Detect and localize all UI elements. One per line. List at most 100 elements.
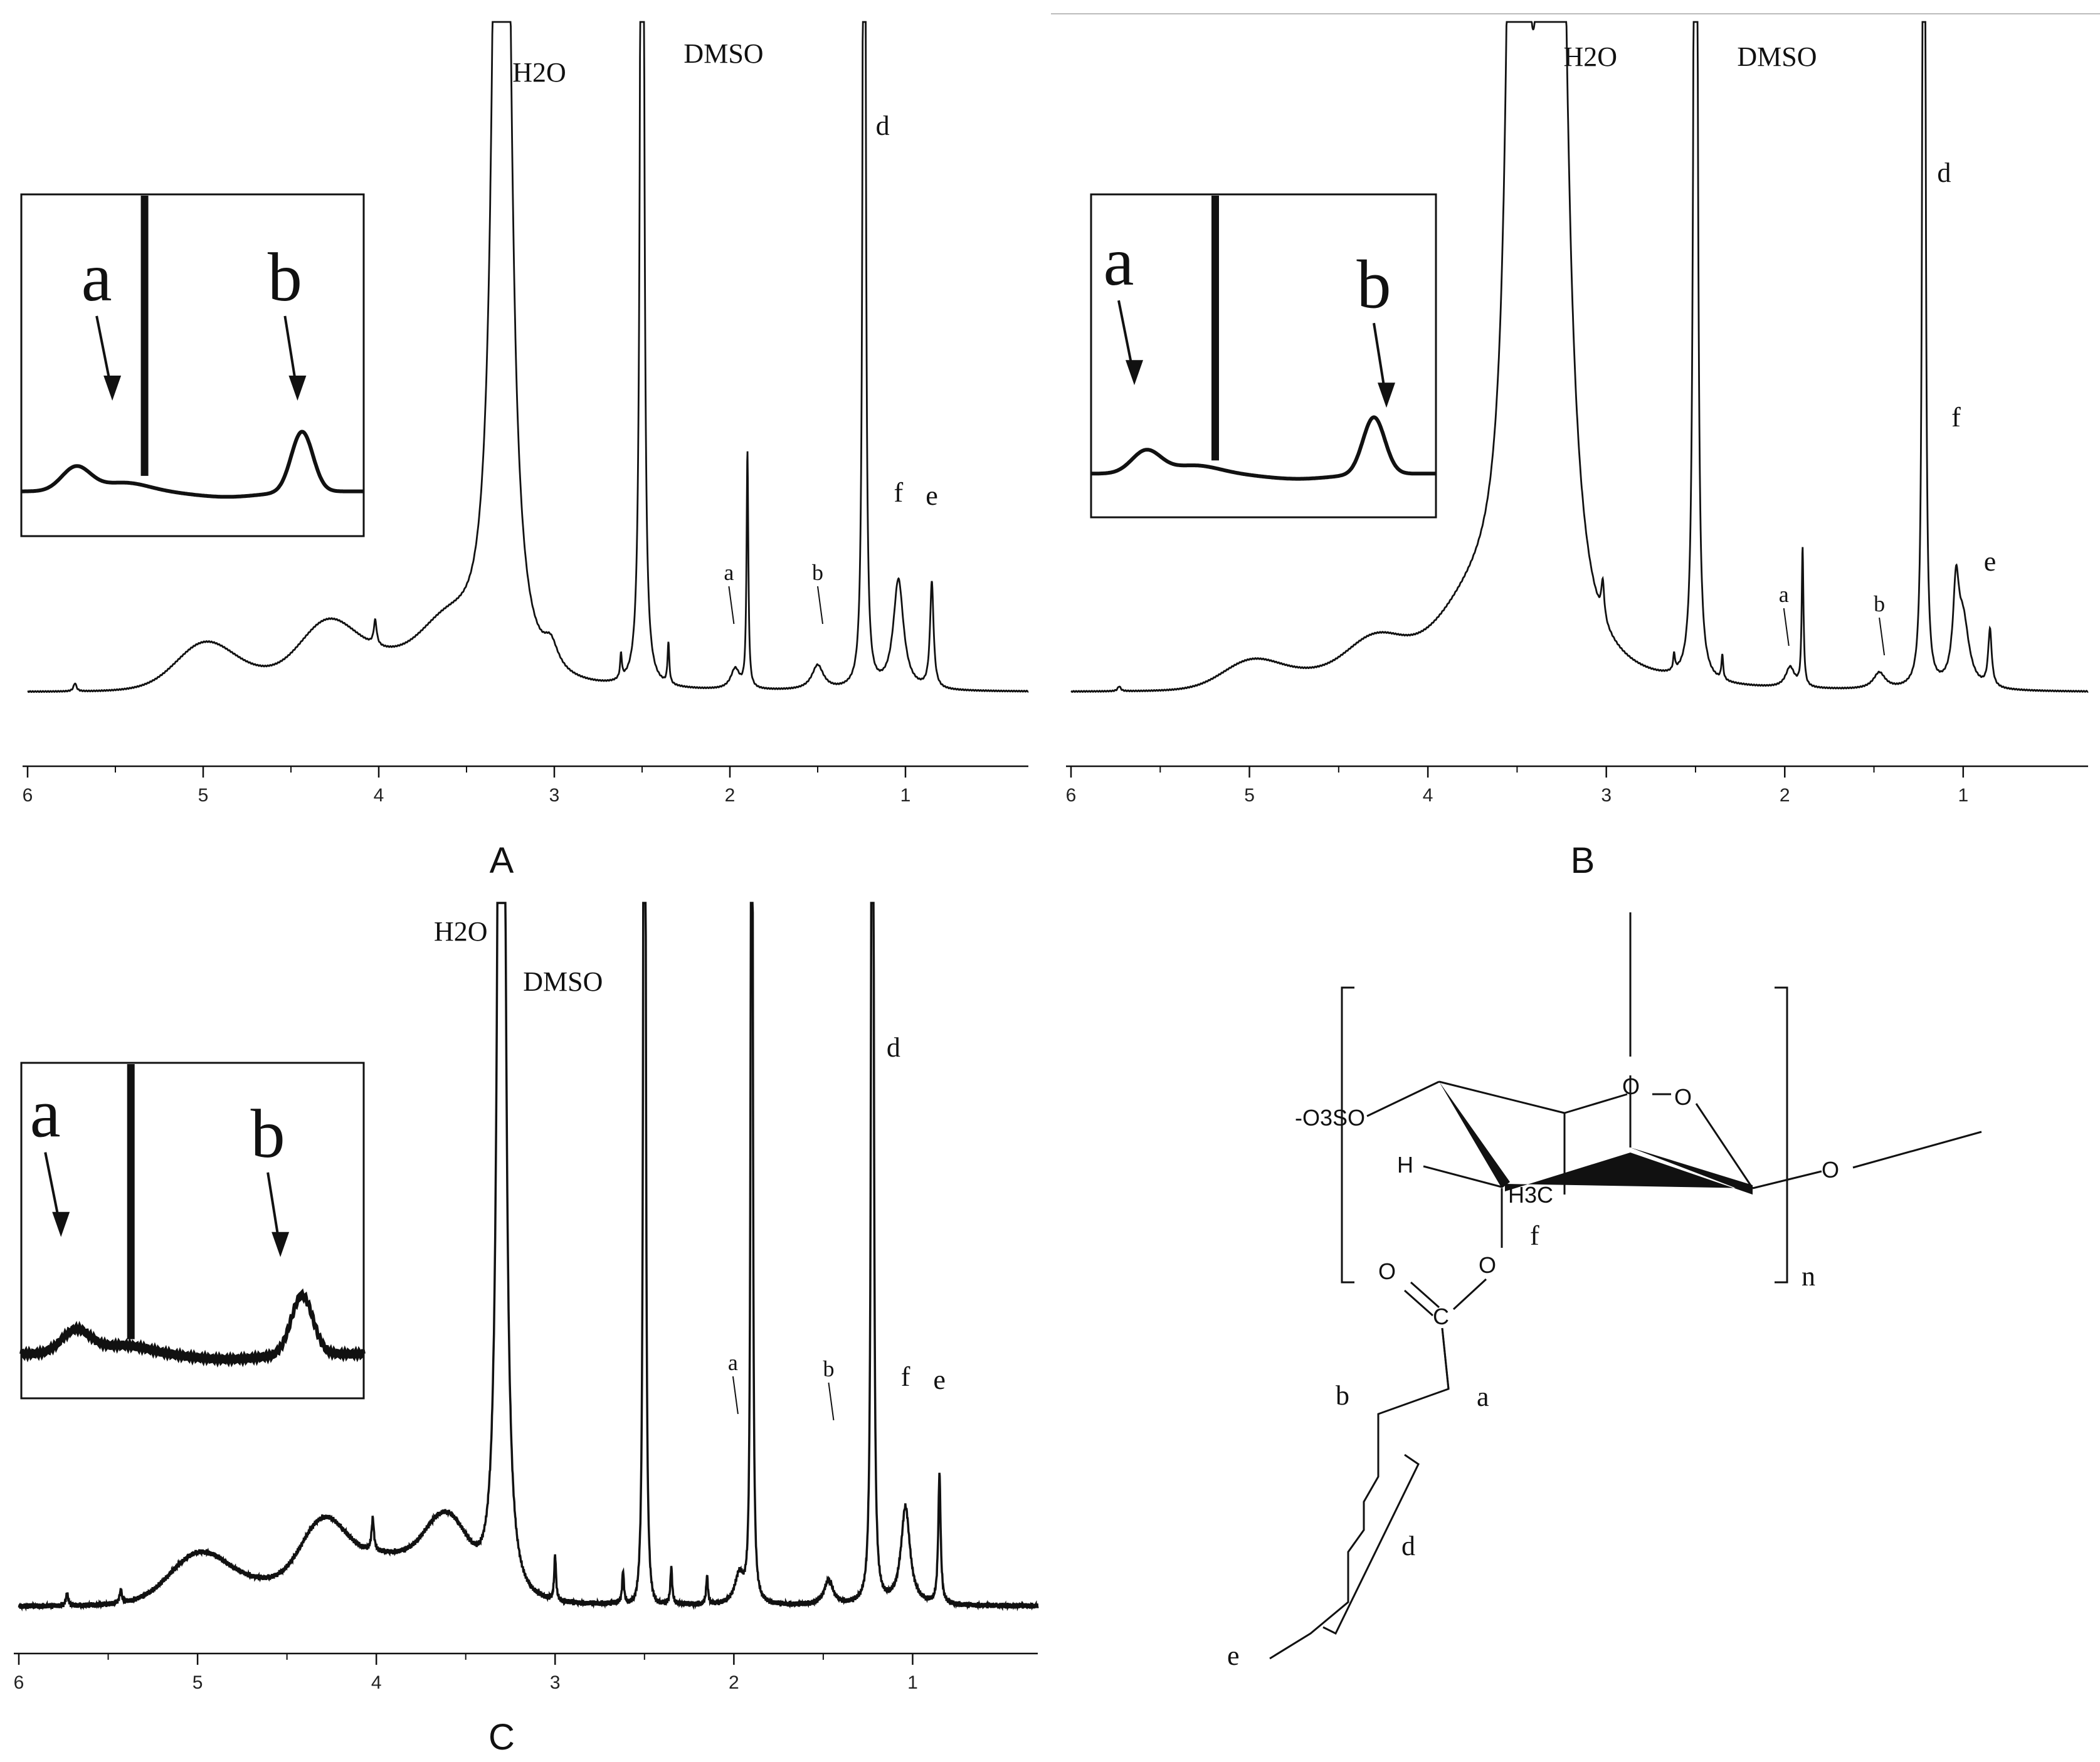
inset-dmso-spike — [1211, 196, 1219, 461]
spectrum-trace — [1070, 21, 2089, 694]
peak-annotation-a: a — [728, 1350, 738, 1375]
x-tick-label: 3 — [1601, 785, 1612, 806]
inset-label-b: b — [268, 239, 302, 315]
inset-frame — [20, 193, 365, 537]
ring-bond-2 — [1564, 1093, 1628, 1114]
panel-d-structure — [1269, 912, 1982, 1660]
panel-d-atoms: -O3SO O O O O O O H H3C C a b d e f n — [1227, 1074, 1839, 1671]
d-bracket — [1322, 1453, 1420, 1635]
x-tick-label: 2 — [729, 1672, 739, 1693]
x-tick-label: 2 — [725, 785, 736, 806]
panel-c-annotations: H2O DMSO d a b f e — [434, 916, 946, 1421]
panel-b-spectrum-line — [1070, 21, 2089, 694]
carbonyl-to-chain — [1441, 1327, 1450, 1390]
peak-annotation-a: a — [724, 560, 734, 585]
inset-arrowhead — [1378, 382, 1395, 408]
annotation-arrow — [728, 586, 735, 625]
x-tick-label: 6 — [1066, 785, 1077, 806]
annotation-arrow — [828, 1382, 835, 1421]
inset-arrowhead — [272, 1232, 290, 1257]
ring-bond-1 — [1438, 1080, 1565, 1114]
peak-annotation-h2o: H2O — [512, 57, 566, 88]
methyl-h3c: H3C — [1508, 1182, 1553, 1208]
panel-b-label: B — [1571, 840, 1595, 881]
peak-annotation-d: d — [1937, 157, 1951, 188]
x-tick-label: 4 — [374, 785, 384, 806]
x-tick-label: 5 — [193, 1672, 203, 1693]
oso3-text: -O3SO — [1295, 1105, 1365, 1131]
o-to-carbonyl — [1452, 1278, 1487, 1311]
label-e: e — [1227, 1640, 1240, 1671]
spectrum-trace — [27, 21, 1029, 694]
panel-c-axis: 6 5 4 3 2 1 — [14, 1652, 1038, 1693]
inset-arrowhead — [1126, 360, 1143, 386]
annotation-arrow — [817, 586, 823, 625]
wedge-bond-right — [1630, 1147, 1753, 1195]
alkyl-chain — [1269, 1327, 1450, 1660]
annotation-arrow — [1783, 608, 1790, 646]
inset-trace — [1091, 415, 1436, 481]
peak-annotation-dmso: DMSO — [1737, 41, 1817, 72]
label-f: f — [1530, 1220, 1539, 1251]
carbonyl-double-2 — [1404, 1289, 1433, 1317]
ring-o-2: O — [1674, 1084, 1692, 1110]
panel-b-axis: 6 5 4 3 2 1 — [1066, 765, 2088, 806]
oso3-bond — [1366, 1080, 1440, 1117]
peak-annotation-dmso: DMSO — [683, 38, 763, 69]
panel-a-annotations: H2O DMSO d a b f e — [512, 38, 938, 625]
peak-annotation-h2o: H2O — [434, 916, 488, 947]
peak-annotation-d: d — [887, 1032, 900, 1063]
x-tick-label: 4 — [371, 1672, 382, 1693]
spectrum-trace — [18, 902, 1039, 1612]
inset-dmso-spike — [127, 1064, 135, 1339]
x-tick-label: 6 — [23, 785, 33, 806]
o-bond-right — [1752, 1170, 1822, 1190]
peak-annotation-h2o: H2O — [1564, 41, 1618, 72]
wedge-bond-bottom — [1505, 1153, 1753, 1195]
panel-a-axis: 6 5 4 3 2 1 — [23, 765, 1028, 806]
inset-label-b: b — [251, 1095, 285, 1172]
annotation-arrow — [732, 1376, 739, 1415]
x-tick-label: 1 — [1958, 785, 1968, 806]
panel-c-label: C — [488, 1717, 515, 1758]
inset-arrowhead — [103, 375, 122, 401]
panel-c-spectrum-line — [18, 902, 1039, 1612]
label-d: d — [1401, 1531, 1415, 1561]
inset-trace — [21, 430, 364, 499]
label-n: n — [1802, 1261, 1815, 1292]
left-bracket — [1341, 986, 1354, 1284]
x-tick-label: 6 — [14, 1672, 24, 1693]
peak-annotation-f: f — [901, 1361, 910, 1392]
panel-a-label: A — [490, 840, 514, 881]
h-bond — [1423, 1165, 1502, 1188]
ester-o: O — [1479, 1252, 1496, 1278]
peak-annotation-b: b — [812, 560, 823, 585]
inset-label-a: a — [82, 239, 112, 315]
inset-arrowhead — [52, 1211, 70, 1237]
peak-annotation-a: a — [1779, 582, 1789, 607]
x-tick-label: 4 — [1423, 785, 1433, 806]
annotation-arrow — [1879, 617, 1886, 656]
peak-annotation-f: f — [894, 477, 903, 508]
inset-arrowhead — [288, 375, 307, 401]
glycosidic-o: O — [1822, 1157, 1839, 1183]
carbonyl-c: C — [1433, 1304, 1449, 1329]
inset-frame — [1090, 193, 1437, 519]
chain-bond-right — [1852, 1131, 1982, 1169]
inset-frame — [20, 1062, 365, 1400]
carbonyl-double-1 — [1410, 1281, 1440, 1309]
panel-b-annotations: H2O DMSO d a b f e — [1564, 41, 1997, 656]
ring-o-1: O — [1622, 1074, 1640, 1099]
peak-annotation-b: b — [823, 1356, 834, 1381]
peak-annotation-d: d — [876, 110, 890, 141]
inset-trace — [19, 1288, 366, 1368]
peak-annotation-e: e — [1984, 546, 1997, 577]
label-b: b — [1336, 1380, 1349, 1411]
x-tick-label: 2 — [1780, 785, 1790, 806]
x-tick-label: 5 — [1244, 785, 1255, 806]
